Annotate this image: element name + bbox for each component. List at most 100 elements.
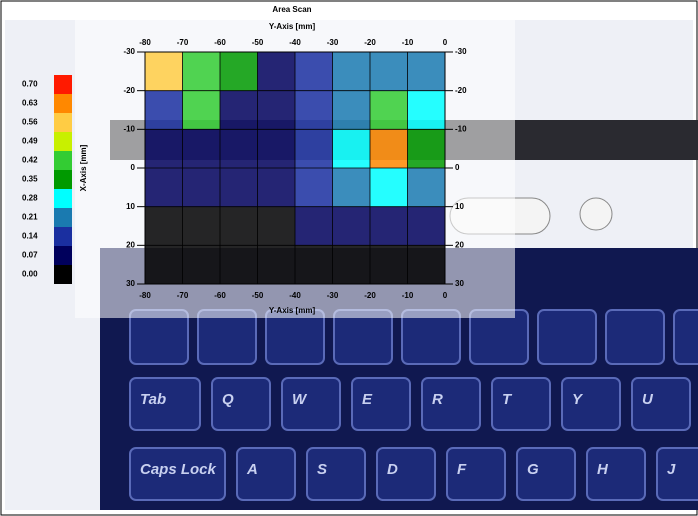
key-label: H bbox=[597, 461, 609, 478]
heat-cell bbox=[295, 129, 333, 168]
colorbar-label: 0.70 bbox=[22, 80, 38, 89]
x-tick-label: -40 bbox=[289, 38, 301, 47]
colorbar-swatch bbox=[54, 246, 72, 265]
heat-cell bbox=[257, 90, 295, 130]
key-label: E bbox=[362, 391, 373, 408]
heat-cell bbox=[182, 90, 220, 130]
power-button bbox=[579, 197, 613, 231]
y-axis-title: X-Axis [mm] bbox=[79, 144, 88, 191]
heat-cell bbox=[295, 90, 333, 130]
heat-cell bbox=[220, 52, 258, 91]
colorbar-swatch bbox=[54, 170, 72, 189]
heat-cell bbox=[220, 245, 258, 284]
colorbar-swatch bbox=[54, 94, 72, 113]
heat-cell bbox=[332, 206, 370, 246]
key bbox=[265, 309, 325, 365]
heat-cell bbox=[257, 129, 295, 168]
key-label: Q bbox=[222, 391, 234, 408]
y-tick-label: 10 bbox=[126, 202, 135, 211]
key bbox=[586, 447, 646, 501]
heat-cell bbox=[295, 168, 333, 207]
key bbox=[537, 309, 597, 365]
x-tick-label: -50 bbox=[252, 38, 264, 47]
colorbar-label: 0.00 bbox=[22, 270, 38, 279]
heat-cell bbox=[257, 168, 295, 207]
heat-cell bbox=[407, 245, 445, 284]
key-label: R bbox=[432, 391, 443, 408]
colorbar-label: 0.56 bbox=[22, 118, 38, 127]
heat-cell bbox=[182, 129, 220, 168]
key bbox=[211, 377, 271, 431]
y-tick-label: -10 bbox=[123, 124, 135, 133]
heat-cell bbox=[295, 245, 333, 284]
heat-cell bbox=[145, 52, 183, 91]
key bbox=[561, 377, 621, 431]
heat-cell bbox=[332, 52, 370, 91]
colorbar-swatch bbox=[54, 208, 72, 227]
colorbar-swatch bbox=[54, 189, 72, 208]
x-tick-label: -70 bbox=[177, 38, 189, 47]
y-tick-label-right: -10 bbox=[455, 124, 467, 133]
heat-cell bbox=[332, 245, 370, 284]
heat-cell bbox=[145, 90, 183, 130]
heat-cell bbox=[257, 52, 295, 91]
key-label: Tab bbox=[140, 391, 166, 408]
heat-cell bbox=[407, 129, 445, 168]
y-tick-label-right: 30 bbox=[455, 279, 464, 288]
x-tick-label-bottom: -10 bbox=[402, 291, 414, 300]
heat-cell bbox=[370, 52, 408, 91]
key bbox=[129, 447, 226, 501]
colorbar-label: 0.21 bbox=[22, 213, 38, 222]
key-label: Caps Lock bbox=[140, 461, 217, 478]
x-tick-label-bottom: -40 bbox=[289, 291, 301, 300]
heat-cell bbox=[295, 206, 333, 246]
chart-title: Area Scan bbox=[272, 5, 311, 14]
colorbar-label: 0.28 bbox=[22, 194, 38, 203]
x-axis-title-bottom: Y-Axis [mm] bbox=[269, 306, 316, 315]
y-tick-label-right: 0 bbox=[455, 163, 460, 172]
key-rows: Tab Q W E R T Y U Caps Lock A S D F G H J bbox=[129, 309, 698, 501]
colorbar-label: 0.14 bbox=[22, 232, 38, 241]
x-tick-label: 0 bbox=[443, 38, 448, 47]
x-tick-label-bottom: -80 bbox=[139, 291, 151, 300]
colorbar-swatch bbox=[54, 265, 72, 284]
heat-cell bbox=[145, 245, 183, 284]
key bbox=[631, 377, 691, 431]
y-tick-label: -30 bbox=[123, 47, 135, 56]
key bbox=[129, 309, 189, 365]
key bbox=[491, 377, 551, 431]
heat-cell bbox=[145, 168, 183, 207]
x-tick-label: -10 bbox=[402, 38, 414, 47]
heat-cell bbox=[182, 245, 220, 284]
heat-cell bbox=[220, 129, 258, 168]
x-tick-label-bottom: -30 bbox=[327, 291, 339, 300]
heat-cell bbox=[370, 168, 408, 207]
x-tick-label: -60 bbox=[214, 38, 226, 47]
y-tick-label: 20 bbox=[126, 240, 135, 249]
key bbox=[197, 309, 257, 365]
x-tick-label-bottom: -70 bbox=[177, 291, 189, 300]
key bbox=[421, 377, 481, 431]
y-tick-label-right: 10 bbox=[455, 202, 464, 211]
key bbox=[333, 309, 393, 365]
heat-cell bbox=[145, 129, 183, 168]
y-tick-label: 30 bbox=[126, 279, 135, 288]
x-tick-label: -30 bbox=[327, 38, 339, 47]
heat-cell bbox=[220, 206, 258, 246]
heat-cell bbox=[407, 206, 445, 246]
key bbox=[516, 447, 576, 501]
heat-cell bbox=[220, 168, 258, 207]
heat-cell bbox=[295, 52, 333, 91]
key bbox=[351, 377, 411, 431]
y-tick-label: -20 bbox=[123, 86, 135, 95]
key bbox=[306, 447, 366, 501]
key-label: T bbox=[502, 391, 513, 408]
key-label: J bbox=[667, 461, 676, 478]
key-label: F bbox=[457, 461, 467, 478]
colorbar-label: 0.42 bbox=[22, 156, 38, 165]
key-label: G bbox=[527, 461, 539, 478]
colorbar-swatch bbox=[54, 113, 72, 132]
heat-cell bbox=[407, 168, 445, 207]
y-tick-label-right: 20 bbox=[455, 240, 464, 249]
heat-cell bbox=[332, 90, 370, 130]
